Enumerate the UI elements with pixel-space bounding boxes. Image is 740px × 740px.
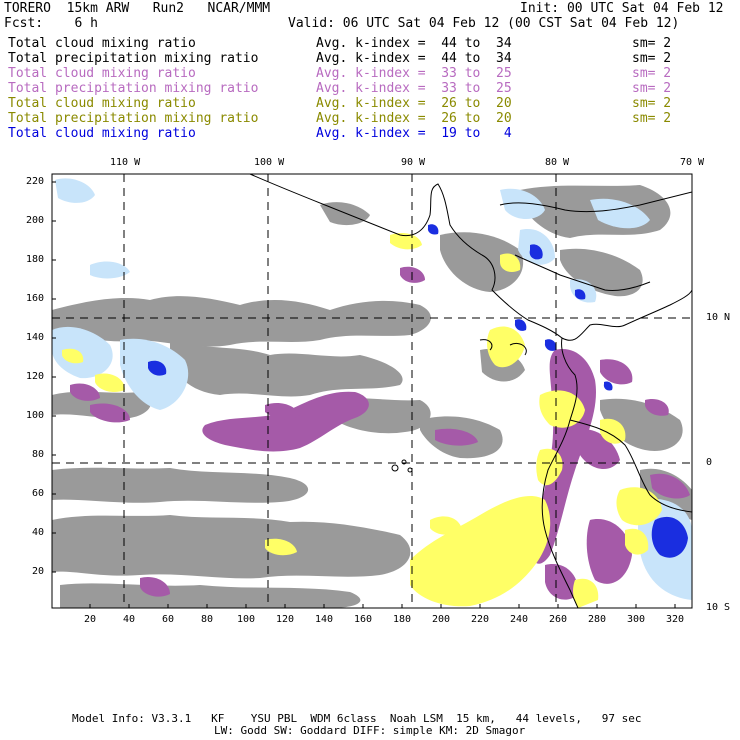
model-info-line1: Model Info: V3.3.1 KF YSU PBL WDM 6class…: [72, 712, 642, 725]
x-tick-60: 60: [162, 614, 175, 625]
x-tick-180: 180: [393, 614, 412, 625]
legend-label-4: Total precipitation mixing ratio: [8, 81, 259, 96]
legend-label-2: Total precipitation mixing ratio: [8, 51, 259, 66]
legend-avg-2: Avg. k-index = 44 to 34: [316, 51, 512, 66]
legend-avg-7: Avg. k-index = 19 to 4: [316, 126, 512, 141]
lon-label-100w: 100 W: [254, 157, 285, 168]
y-tick-220: 220: [26, 176, 45, 187]
legend-sm-2: sm= 2: [632, 51, 672, 66]
model-title: TORERO 15km ARW Run2 NCAR/MMM: [4, 1, 271, 16]
lon-label-70w: 70 W: [680, 157, 705, 168]
legend-label-7: Total cloud mixing ratio: [8, 126, 196, 141]
x-tick-240: 240: [510, 614, 529, 625]
y-tick-20: 20: [32, 566, 45, 577]
legend-label-5: Total cloud mixing ratio: [8, 96, 196, 111]
lat-label-0: 0: [706, 457, 713, 468]
legend-avg-6: Avg. k-index = 26 to 20: [316, 111, 512, 126]
lat-label-10s: 10 S: [706, 602, 731, 613]
tick-marks: [52, 181, 676, 608]
legend-avg-1: Avg. k-index = 44 to 34: [316, 36, 512, 51]
forecast-hour: Fcst: 6 h: [4, 16, 98, 31]
legend-label-6: Total precipitation mixing ratio: [8, 111, 259, 126]
y-tick-40: 40: [32, 527, 45, 538]
x-tick-320: 320: [666, 614, 685, 625]
x-tick-20: 20: [84, 614, 97, 625]
x-tick-220: 220: [471, 614, 490, 625]
coastlines: [249, 174, 692, 608]
model-info-line2: LW: Godd SW: Goddard DIFF: simple KM: 2D…: [214, 724, 526, 737]
x-tick-200: 200: [432, 614, 451, 625]
y-tick-60: 60: [32, 488, 45, 499]
x-tick-260: 260: [549, 614, 568, 625]
x-tick-120: 120: [276, 614, 295, 625]
legend-label-3: Total cloud mixing ratio: [8, 66, 196, 81]
map-frame: [51, 173, 693, 609]
lon-label-90w: 90 W: [401, 157, 426, 168]
y-tick-100: 100: [26, 410, 45, 421]
y-tick-80: 80: [32, 449, 45, 460]
x-tick-40: 40: [123, 614, 136, 625]
lat-label-10n: 10 N: [706, 312, 731, 323]
yellow-cloud-field: [62, 233, 662, 608]
y-tick-120: 120: [26, 371, 45, 382]
legend-sm-4: sm= 2: [632, 81, 672, 96]
x-tick-280: 280: [588, 614, 607, 625]
y-tick-180: 180: [26, 254, 45, 265]
x-tick-100: 100: [237, 614, 256, 625]
gray-cloud-field: [52, 185, 692, 608]
lon-label-80w: 80 W: [545, 157, 570, 168]
x-tick-300: 300: [627, 614, 646, 625]
blue-cloud-field: [148, 224, 688, 558]
x-tick-140: 140: [315, 614, 334, 625]
legend-avg-3: Avg. k-index = 33 to 25: [316, 66, 512, 81]
legend-avg-5: Avg. k-index = 26 to 20: [316, 96, 512, 111]
y-tick-160: 160: [26, 293, 45, 304]
y-tick-140: 140: [26, 332, 45, 343]
legend-sm-3: sm= 2: [632, 66, 672, 81]
legend-label-1: Total cloud mixing ratio: [8, 36, 196, 51]
legend-sm-5: sm= 2: [632, 96, 672, 111]
y-tick-200: 200: [26, 215, 45, 226]
x-tick-80: 80: [201, 614, 214, 625]
field-shading: [52, 178, 692, 608]
x-tick-160: 160: [354, 614, 373, 625]
legend-sm-6: sm= 2: [632, 111, 672, 126]
legend-sm-1: sm= 2: [632, 36, 672, 51]
legend-avg-4: Avg. k-index = 33 to 25: [316, 81, 512, 96]
init-time: Init: 00 UTC Sat 04 Feb 12: [520, 1, 724, 16]
graticule: [52, 174, 692, 608]
lon-label-110w: 110 W: [110, 157, 141, 168]
valid-time: Valid: 06 UTC Sat 04 Feb 12 (00 CST Sat …: [288, 16, 680, 31]
